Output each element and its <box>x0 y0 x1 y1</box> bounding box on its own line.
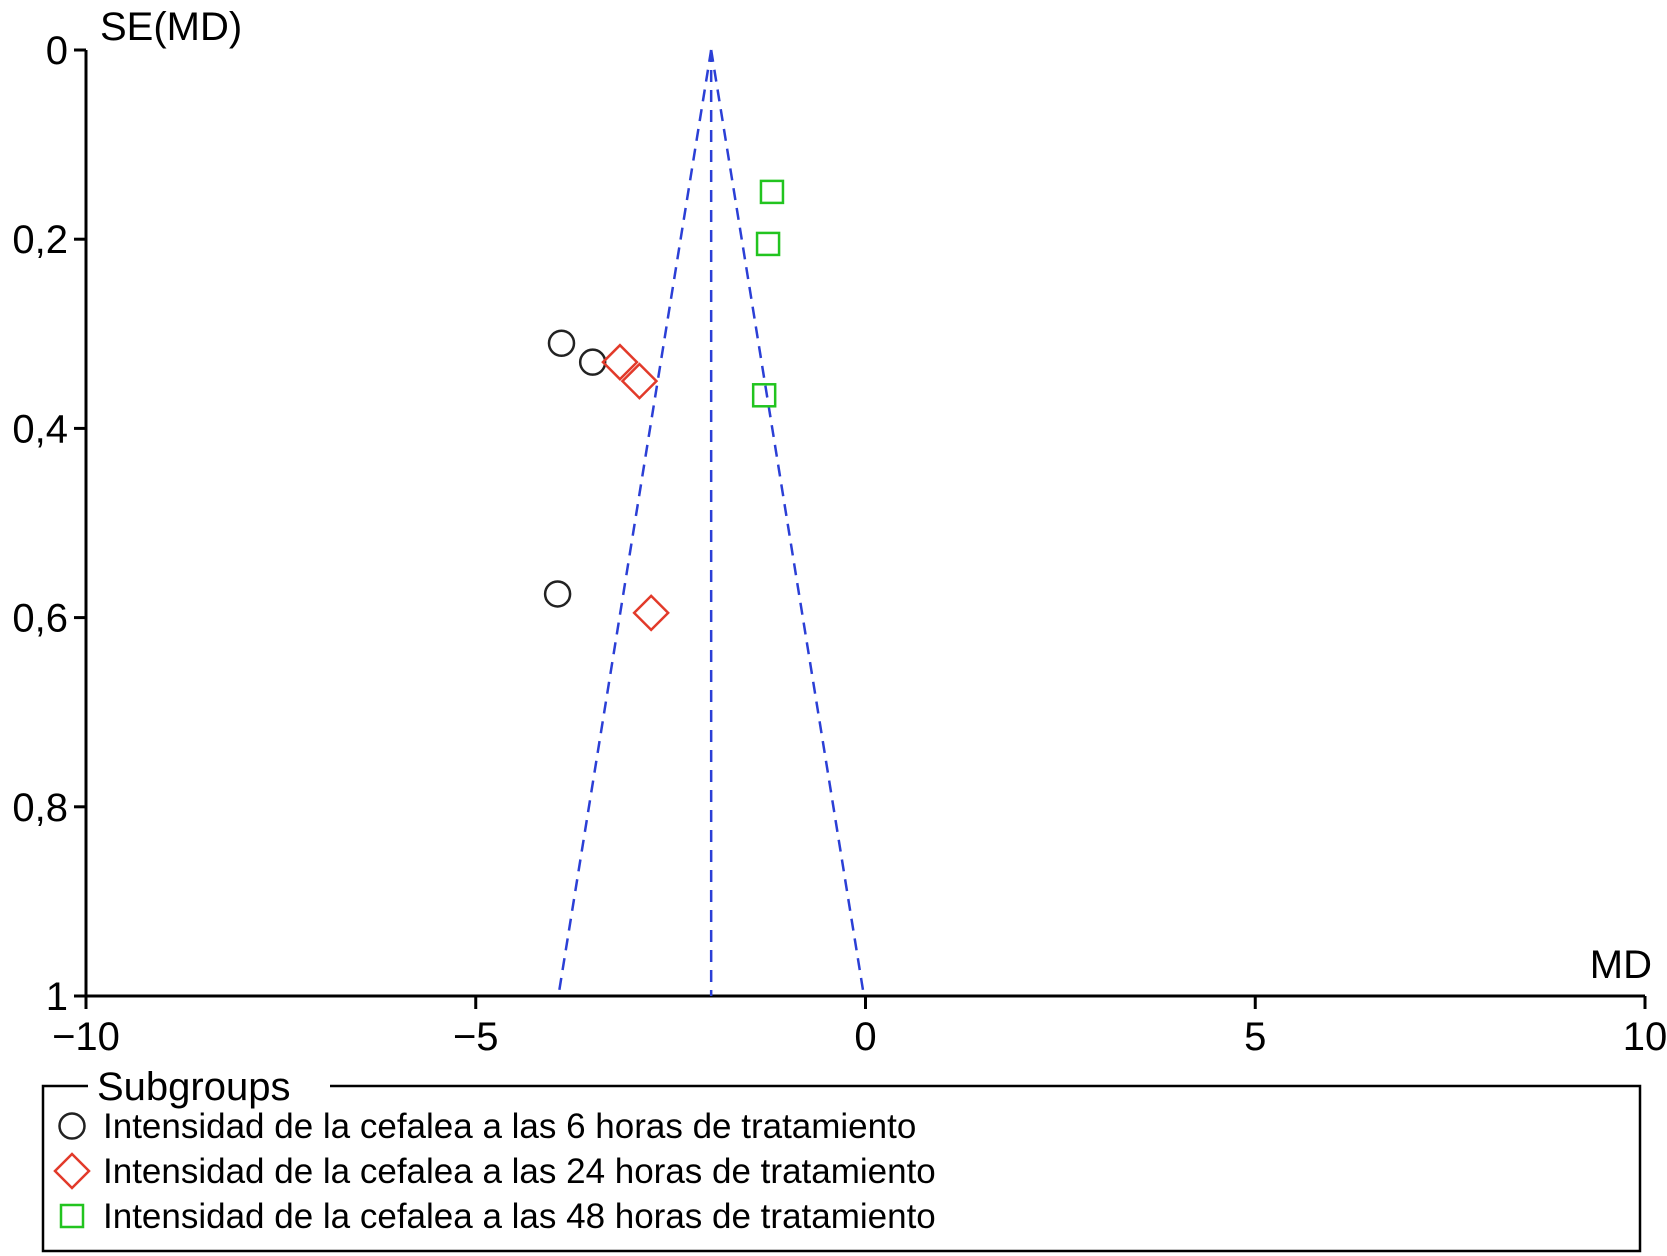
legend-entry-label: Intensidad de la cefalea a las 48 horas … <box>103 1197 936 1236</box>
legend-entries: Intensidad de la cefalea a las 6 horas d… <box>53 1107 936 1236</box>
x-tick-label: 0 <box>854 1015 876 1059</box>
data-point-square <box>759 179 785 205</box>
y-axis-title: SE(MD) <box>100 5 242 49</box>
data-point-circle <box>543 580 572 608</box>
legend-marker-circle <box>58 1112 86 1140</box>
y-tick-label: 1 <box>46 975 68 1019</box>
y-tick-label: 0,6 <box>12 597 68 641</box>
x-ticks: −10 −5 0 5 10 <box>52 996 1667 1059</box>
legend-entry-label: Intensidad de la cefalea a las 6 horas d… <box>103 1107 916 1146</box>
legend-marker-square <box>59 1203 85 1229</box>
data-point-circle <box>578 348 607 376</box>
y-tick-label: 0,4 <box>12 407 68 451</box>
funnel-right-line <box>709 49 866 997</box>
y-tick-label: 0 <box>46 29 68 73</box>
data-points <box>543 179 785 632</box>
legend-title-bg <box>88 1068 330 1104</box>
data-point-square <box>751 383 777 408</box>
x-tick-label: 5 <box>1244 1015 1266 1059</box>
y-ticks: 0 0,2 0,4 0,6 0,8 1 <box>12 29 86 1019</box>
data-point-circle <box>547 329 576 358</box>
x-axis-title: MD <box>1590 943 1652 987</box>
data-point-diamond <box>601 343 639 381</box>
axes: 0 0,2 0,4 0,6 0,8 1 −10 −5 0 5 10 SE(MD) MD <box>12 5 1667 1059</box>
legend: Subgroups Intensidad de la cefalea a las… <box>41 1065 1642 1253</box>
legend-box <box>41 1084 1642 1253</box>
y-tick-label: 0,2 <box>12 218 68 262</box>
data-point-square <box>755 231 781 257</box>
x-tick-label: −10 <box>52 1015 120 1059</box>
data-point-diamond <box>632 594 670 632</box>
y-tick-label: 0,8 <box>12 786 68 830</box>
x-tick-label: 10 <box>1623 1015 1667 1059</box>
legend-title: Subgroups <box>97 1065 290 1109</box>
legend-marker-diamond <box>53 1152 91 1190</box>
data-point-diamond <box>620 362 659 400</box>
legend-entry-label: Intensidad de la cefalea a las 24 horas … <box>103 1152 936 1191</box>
funnel-left-line <box>557 49 713 997</box>
x-tick-label: −5 <box>453 1015 499 1059</box>
funnel-lines <box>557 49 866 997</box>
